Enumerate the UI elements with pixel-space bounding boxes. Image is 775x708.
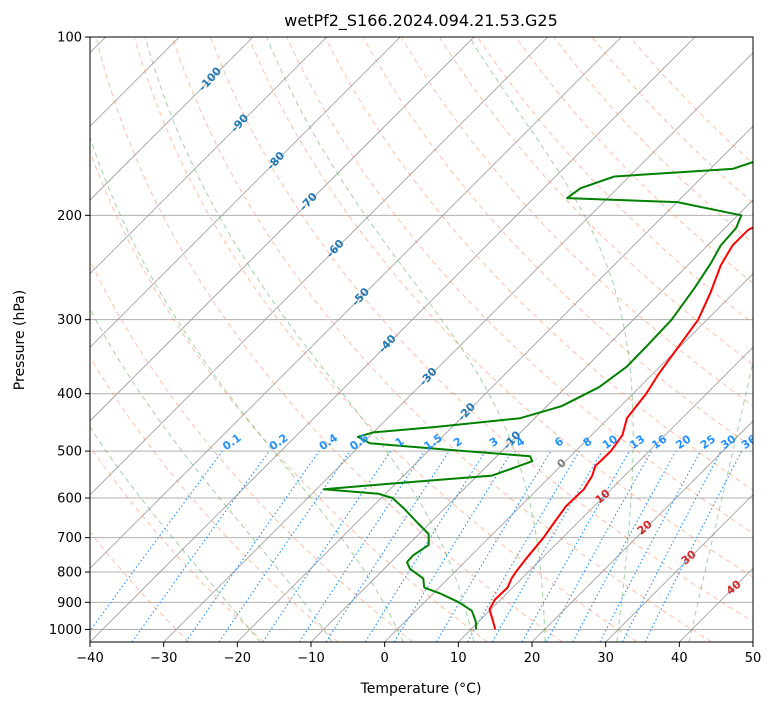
temperature-trace: [488, 226, 753, 630]
y-tick-label: 500: [57, 445, 82, 460]
mixing-ratio-line: [545, 450, 653, 642]
isotherm-line: [90, 37, 254, 201]
isotherm-line: [90, 37, 401, 348]
y-tick-label: 300: [57, 313, 82, 328]
dry-adiabat: [95, 37, 563, 642]
y-axis-title: Pressure (hPa): [12, 290, 28, 390]
dry-adiabat: [90, 531, 190, 642]
x-tick-label: −40: [76, 651, 103, 666]
y-tick-label: 900: [57, 596, 82, 611]
mixing-ratio-line: [491, 450, 603, 642]
x-tick-label: −20: [224, 651, 251, 666]
mixing-ratio-line: [90, 450, 223, 632]
isotherm-line: [90, 37, 548, 496]
x-tick-label: 0: [381, 651, 389, 666]
dry-adiabat: [90, 259, 414, 642]
dry-adiabat: [90, 356, 339, 642]
dry-adiabat: [438, 37, 753, 366]
y-tick-label: 800: [57, 566, 82, 581]
dry-adiabat: [133, 37, 638, 642]
plot-frame: [89, 36, 754, 643]
dry-adiabat: [400, 37, 753, 407]
x-tick-label: 40: [671, 651, 688, 666]
isotherm-line: [752, 641, 753, 642]
isotherm-line: [531, 420, 753, 642]
y-tick-label: 1000: [49, 623, 82, 638]
dry-adiabat: [210, 37, 753, 623]
mixing-ratio-line: [131, 450, 270, 642]
moist-adiabat: [266, 37, 546, 642]
moist-adiabat: [90, 426, 261, 642]
chart-title: wetPf2_S166.2024.094.21.53.G25: [284, 11, 558, 31]
isotherm-line: [384, 273, 753, 642]
mixing-ratio-line: [393, 450, 513, 642]
sounding-traces: [322, 161, 753, 630]
grid-layer: [90, 37, 753, 642]
moist-adiabat: [90, 135, 404, 642]
isotherm-line: [237, 125, 753, 642]
dewpoint-trace: [322, 161, 753, 630]
plot-background: [90, 37, 753, 642]
moist-adiabat: [144, 37, 475, 642]
axes: −40 −30 −20 −10 0 10 20 30 40 50 100 200 300 400 500 60…: [49, 31, 761, 667]
y-tick-label: 700: [57, 531, 82, 546]
x-tick-label: 10: [450, 651, 467, 666]
mixing-ratio-line: [467, 450, 580, 642]
dry-adiabat: [286, 37, 753, 534]
y-tick-label: 400: [57, 387, 82, 402]
isotherm-line: [90, 37, 696, 642]
x-tick-label: −30: [150, 651, 177, 666]
mixing-ratio-line: [572, 450, 677, 642]
x-tick-label: 30: [597, 651, 614, 666]
thermo-lines: [90, 37, 753, 642]
isotherm-line: [90, 37, 327, 275]
x-axis-title: Temperature (°C): [360, 681, 482, 697]
y-tick-label: 200: [57, 209, 82, 224]
x-tick-label: 20: [524, 651, 541, 666]
dry-adiabat: [248, 37, 753, 578]
dry-adiabat: [324, 37, 753, 491]
isotherm-line: [605, 494, 753, 642]
mixing-ratio-line: [435, 450, 552, 642]
mixing-ratio-line: [325, 450, 450, 642]
y-tick-label: 100: [57, 31, 82, 46]
plot-area: [90, 37, 753, 642]
y-tick-label: 600: [57, 492, 82, 507]
mixing-ratio-line: [521, 450, 630, 642]
isotherm-line: [90, 37, 622, 569]
mixing-ratio-line: [218, 450, 351, 642]
isotherm-line: [458, 346, 753, 642]
dry-adiabat: [362, 37, 753, 449]
x-tick-label: −10: [297, 651, 324, 666]
x-tick-label: 50: [745, 651, 762, 666]
isotherm-line: [90, 37, 475, 422]
isotherm-line: [163, 52, 753, 642]
mixing-ratio-line: [185, 450, 320, 642]
